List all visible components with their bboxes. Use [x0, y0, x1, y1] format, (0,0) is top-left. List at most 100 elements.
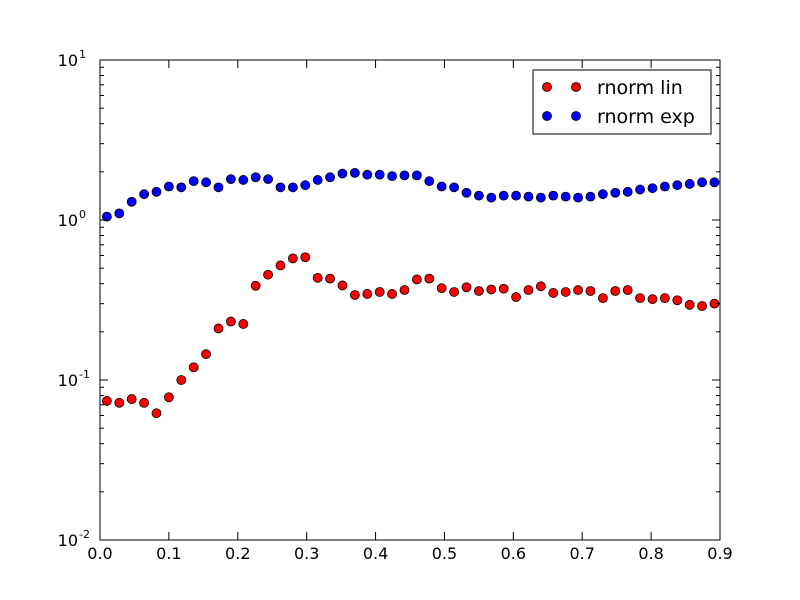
y-tick-exponent: 0	[79, 208, 86, 221]
legend-marker	[571, 111, 581, 121]
data-point	[250, 280, 261, 291]
data-point	[126, 394, 137, 404]
data-point	[573, 192, 583, 203]
data-point	[597, 189, 608, 200]
data-point	[337, 168, 348, 179]
data-point	[387, 171, 397, 182]
data-point	[535, 192, 546, 203]
data-point	[201, 177, 211, 188]
data-point	[498, 190, 509, 201]
data-point	[349, 167, 360, 178]
data-point	[449, 287, 459, 297]
data-point	[697, 301, 707, 311]
data-point	[610, 286, 621, 296]
x-tick-label: 0.7	[569, 544, 594, 563]
legend-label: rnorm lin	[597, 77, 683, 99]
y-tick-exponent: 1	[79, 48, 86, 61]
data-point	[151, 408, 162, 419]
data-point	[635, 184, 645, 195]
data-point	[114, 208, 125, 219]
data-point	[188, 176, 199, 187]
x-tick-label: 0.2	[225, 544, 250, 563]
data-point	[225, 174, 236, 185]
x-tick-label: 0.8	[638, 544, 663, 563]
data-point	[188, 362, 199, 373]
data-point	[511, 190, 521, 201]
x-tick-label: 0.1	[156, 544, 181, 563]
data-point	[610, 187, 621, 198]
data-point	[573, 285, 583, 295]
data-point	[387, 289, 397, 299]
data-point	[424, 176, 435, 187]
data-point	[263, 174, 273, 185]
data-point	[473, 190, 484, 201]
data-point	[362, 169, 373, 180]
data-point	[560, 287, 571, 297]
data-point	[672, 180, 683, 191]
data-point	[659, 181, 670, 192]
y-tick-exponent: -1	[79, 368, 90, 381]
data-point	[535, 281, 546, 292]
data-point	[275, 182, 286, 193]
data-point	[151, 186, 162, 197]
data-point	[436, 283, 447, 294]
data-point	[486, 284, 497, 295]
y-tick-label: 10	[58, 51, 78, 70]
data-point	[585, 286, 596, 296]
data-point	[349, 290, 360, 300]
data-point	[498, 283, 509, 294]
data-point	[548, 288, 559, 298]
legend-marker	[542, 111, 552, 121]
data-point	[374, 169, 385, 180]
data-point	[213, 323, 224, 334]
data-point	[597, 293, 608, 303]
data-point	[659, 293, 670, 303]
data-point	[362, 289, 373, 299]
data-point	[114, 397, 125, 408]
data-point	[176, 182, 187, 193]
data-point	[238, 175, 249, 185]
data-point	[548, 190, 559, 201]
data-point	[684, 299, 695, 310]
legend-marker	[542, 82, 552, 92]
data-point	[101, 396, 112, 406]
y-tick-label: 10	[58, 531, 78, 550]
data-point	[250, 172, 261, 183]
data-point	[139, 189, 149, 200]
legend: rnorm lin rnorm exp	[532, 69, 712, 135]
data-point	[163, 392, 174, 403]
data-point	[139, 397, 149, 408]
data-point	[585, 191, 596, 202]
data-point	[523, 285, 534, 295]
legend-label: rnorm exp	[597, 106, 695, 128]
data-point	[672, 295, 683, 306]
data-point	[622, 285, 633, 295]
data-point	[374, 287, 385, 297]
data-point	[709, 177, 720, 188]
series-rnorm-lin	[101, 252, 720, 419]
data-point	[486, 192, 497, 203]
data-point	[511, 292, 521, 302]
data-point	[176, 375, 187, 385]
data-point	[449, 182, 459, 193]
data-point	[411, 170, 422, 181]
data-point	[697, 177, 707, 188]
plot-frame	[99, 59, 721, 541]
data-point	[312, 272, 323, 283]
points-layer	[101, 167, 720, 419]
y-tick-exponent: -2	[79, 528, 90, 541]
data-point	[287, 182, 298, 193]
data-point	[399, 170, 410, 181]
y-tick-label: 10	[58, 371, 78, 390]
data-point	[300, 252, 311, 263]
data-point	[287, 253, 298, 264]
x-tick-label: 0.3	[294, 544, 319, 563]
data-point	[411, 274, 422, 285]
data-point	[635, 293, 645, 303]
data-point	[263, 269, 273, 280]
x-tick-label: 0.6	[501, 544, 526, 563]
x-tick-label: 0.0	[87, 544, 112, 563]
data-point	[163, 181, 174, 192]
data-point	[238, 319, 249, 329]
